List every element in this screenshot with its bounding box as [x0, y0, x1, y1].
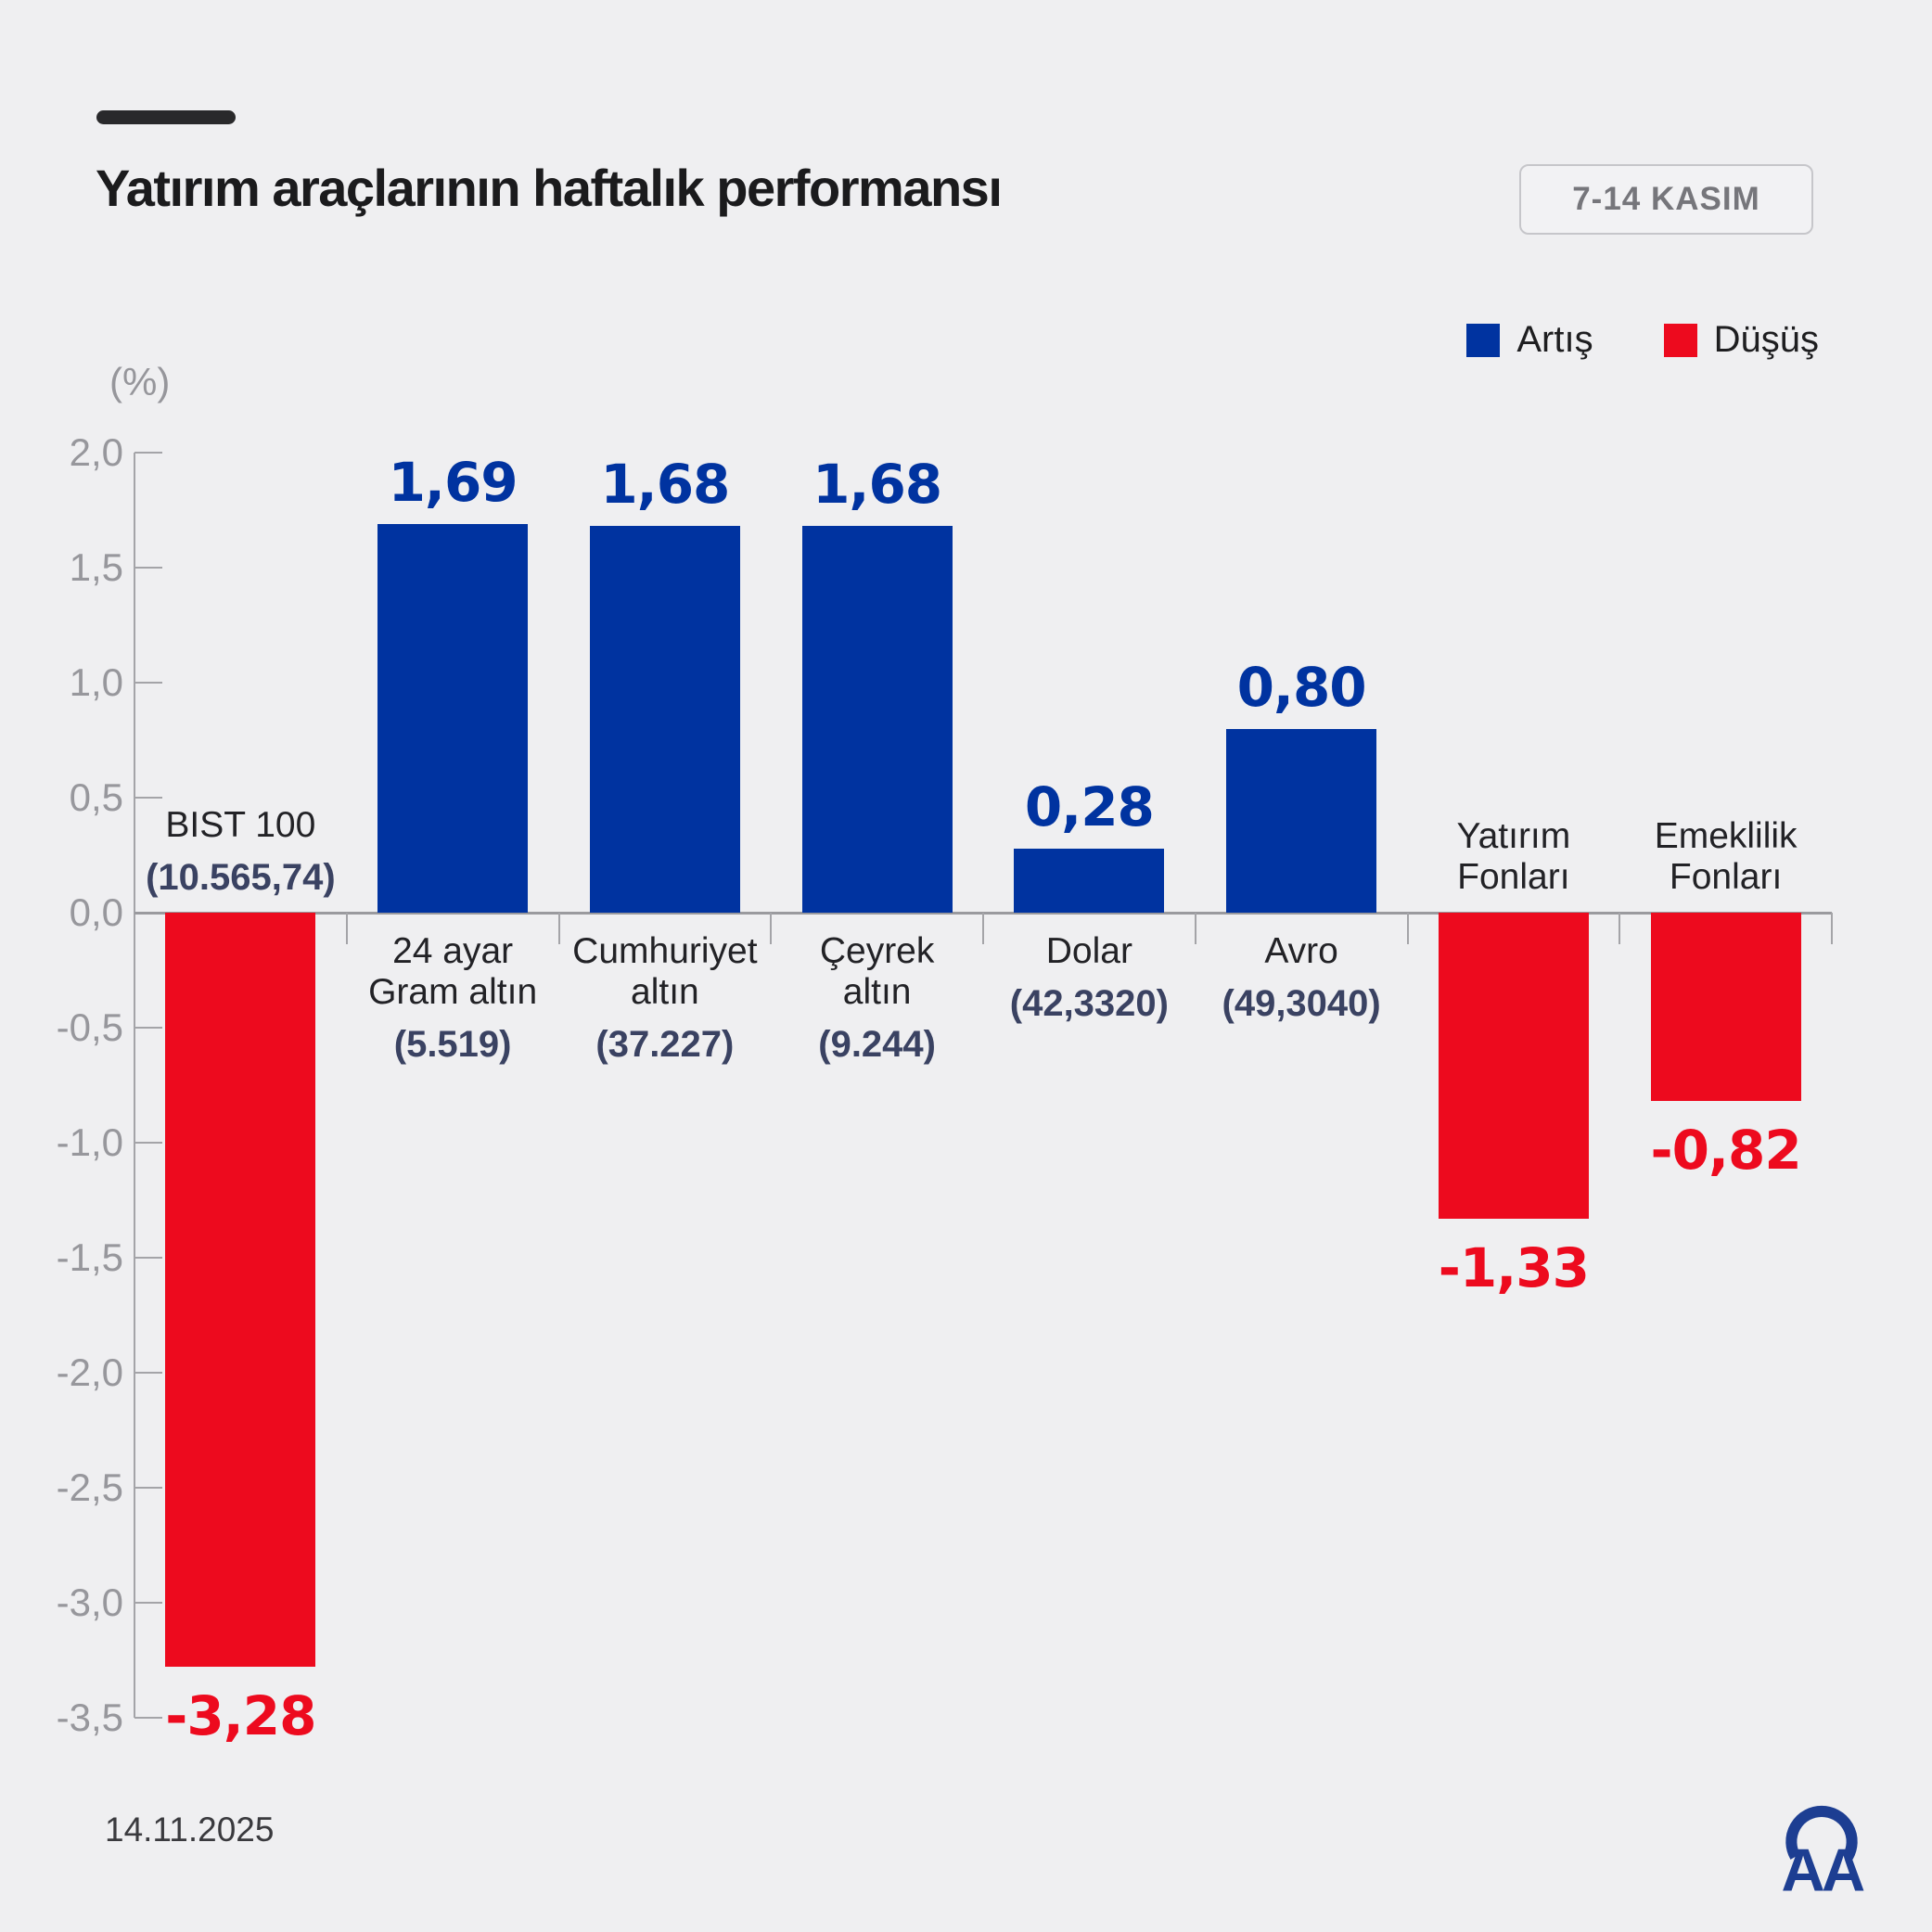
x-axis-tick [1406, 913, 1409, 944]
bar-1 [165, 913, 316, 1668]
y-axis-tick-label: 0,0 [69, 890, 123, 934]
x-axis-tick [770, 913, 773, 944]
date-range-label: 7-14 KASIM [1572, 181, 1760, 217]
date-range-badge: 7-14 KASIM [1519, 164, 1813, 235]
category-sub-value: (37.227) [595, 1024, 735, 1065]
legend-swatch-decrease [1663, 323, 1697, 357]
y-axis-tick [134, 567, 162, 569]
bar-5 [1014, 848, 1165, 913]
bar-category-label: Yatırım Fonları [1384, 816, 1644, 898]
bar-value-label: -0,82 [1650, 1119, 1802, 1183]
bar-7 [1438, 913, 1589, 1219]
x-axis-tick [982, 913, 984, 944]
y-axis-tick [134, 1142, 162, 1144]
category-name-line: altın [631, 972, 699, 1012]
y-axis-tick-label: -2,5 [56, 1465, 123, 1509]
bar-value-label: 0,28 [1024, 774, 1155, 838]
bar-value-label: -3,28 [165, 1684, 316, 1748]
y-axis-tick-label: -3,0 [56, 1580, 123, 1624]
bar-category-label: Dolar (42,3320) [959, 931, 1219, 1024]
category-name-line: BIST 100 [165, 805, 316, 845]
category-name-line: Gram altın [368, 972, 538, 1012]
page-title: Yatırım araçlarının haftalık performansı [96, 159, 1003, 217]
bar-category-label: Avro (49,3040) [1171, 931, 1431, 1024]
category-sub-value: (42,3320) [1009, 983, 1169, 1024]
x-axis-tick [557, 913, 560, 944]
bar-value-label: 1,69 [388, 450, 518, 514]
legend-swatch-increase [1466, 323, 1501, 357]
category-sub-value: (10.565,74) [146, 857, 336, 898]
bar-value-label: 0,80 [1236, 655, 1367, 719]
category-name-line: 24 ayar [392, 931, 514, 971]
y-axis-tick-label: -1,0 [56, 1120, 123, 1164]
bar-category-label: Cumhuriyet altın (37.227) [535, 931, 795, 1065]
category-name-line: Emeklilik [1654, 816, 1798, 856]
publish-date: 14.11.2025 [105, 1810, 275, 1849]
x-axis-tick [345, 913, 348, 944]
y-axis-unit-label: (%) [109, 360, 171, 403]
x-axis-tick [1619, 913, 1621, 944]
y-axis-tick-label: 0,5 [69, 775, 123, 819]
category-name-line: Cumhuriyet [572, 931, 758, 971]
bar-value-label: 1,68 [600, 453, 730, 517]
bar-category-label: Emeklilik Fonları [1596, 816, 1856, 898]
bar-category-label: 24 ayar Gram altın (5.519) [323, 931, 582, 1065]
y-axis-tick [134, 452, 162, 454]
bar-category-label: BIST 100 (10.565,74) [110, 805, 370, 898]
bar-8 [1650, 913, 1801, 1102]
y-axis-line [134, 453, 135, 1718]
bar-value-label: -1,33 [1438, 1235, 1590, 1299]
category-name-line: Avro [1264, 931, 1338, 971]
y-axis-tick-label: -0,5 [56, 1005, 123, 1049]
bar-4 [801, 526, 953, 913]
y-axis-tick-label: 2,0 [69, 430, 123, 474]
category-name-line: Fonları [1457, 857, 1570, 897]
x-axis-tick [1831, 913, 1833, 944]
y-axis-tick [134, 1257, 162, 1259]
y-axis-tick-label: -2,0 [56, 1350, 123, 1394]
bar-category-label: Çeyrek altın (9.244) [748, 931, 1007, 1065]
legend-label-increase: Artış [1516, 319, 1593, 360]
legend-label-decrease: Düşüş [1713, 319, 1819, 360]
chart-legend: Artış Düşüş [1466, 319, 1819, 361]
y-axis-tick [134, 682, 162, 684]
y-axis-tick [134, 1372, 162, 1374]
y-axis-tick [134, 1027, 162, 1029]
category-name-line: Fonları [1669, 857, 1783, 897]
aa-logo-arc [1785, 1805, 1858, 1860]
category-name-line: Yatırım [1456, 816, 1571, 856]
bar-2 [377, 523, 529, 913]
y-axis-tick [134, 797, 162, 799]
bar-6 [1226, 728, 1377, 913]
bar-3 [589, 526, 740, 913]
y-axis-tick-label: -1,5 [56, 1235, 123, 1279]
category-name-line: Dolar [1045, 931, 1132, 971]
aa-logo: AA [1781, 1805, 1868, 1898]
category-name-line: Çeyrek [819, 931, 935, 971]
y-axis-tick-label: -3,5 [56, 1695, 123, 1739]
y-axis-tick-label: 1,5 [69, 545, 123, 589]
y-axis-tick-label: 1,0 [69, 660, 123, 704]
aa-logo-letters: AA [1781, 1836, 1864, 1898]
category-sub-value: (9.244) [818, 1024, 936, 1065]
y-axis-tick [134, 1717, 162, 1719]
bar-value-label: 1,68 [812, 453, 942, 517]
category-name-line: altın [842, 972, 912, 1012]
x-axis-tick [1194, 913, 1196, 944]
y-axis-tick [134, 1602, 162, 1604]
category-sub-value: (5.519) [393, 1024, 512, 1065]
category-sub-value: (49,3040) [1222, 983, 1381, 1024]
title-dash [96, 110, 236, 124]
y-axis-tick [134, 1487, 162, 1489]
